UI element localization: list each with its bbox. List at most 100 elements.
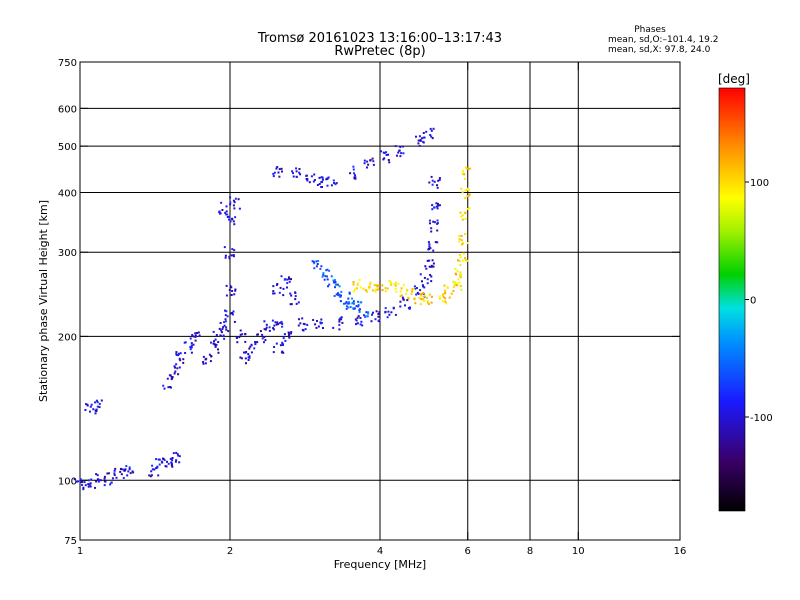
data-point [433,206,436,209]
data-point [169,386,172,388]
data-point [95,399,98,402]
data-point [453,283,456,286]
data-point [461,243,463,246]
data-point [407,297,410,300]
data-point [466,242,469,245]
data-point [464,197,467,200]
data-point [99,479,102,482]
data-point [366,166,368,169]
data-point [369,283,371,286]
data-point [364,289,367,292]
data-point [233,223,236,226]
data-point [189,346,192,349]
data-point [402,152,405,155]
data-point [247,359,250,361]
data-point [415,293,418,296]
data-point [384,311,387,314]
data-point [355,319,358,322]
x-tick-label: 16 [674,546,687,557]
data-point [232,310,235,313]
data-point [97,480,100,483]
data-point [176,453,179,456]
data-point [437,179,440,182]
phases-heading: Phases [634,25,666,35]
data-point [436,186,439,189]
data-point [289,332,292,335]
data-point [224,211,227,214]
data-point [283,278,286,281]
data-point [224,256,227,259]
data-point [259,330,262,333]
data-point [399,300,402,303]
data-point [326,268,329,271]
data-point [194,339,197,342]
data-point [413,298,416,301]
data-point [228,289,231,291]
data-point [464,233,467,235]
data-point [198,334,201,337]
data-point [263,341,265,344]
data-point [434,241,437,244]
data-point [428,293,431,296]
data-point [223,321,226,324]
data-point [167,386,170,389]
data-point [202,361,205,363]
data-point [166,377,169,380]
data-point [316,263,319,265]
data-point [275,323,278,326]
data-point [322,273,325,276]
data-point [250,351,253,354]
data-point [264,339,267,342]
data-point [95,473,98,476]
series-points [352,166,472,306]
data-point [236,341,239,344]
data-point [430,265,433,268]
data-point [356,287,358,290]
data-point [404,304,406,307]
data-point [229,285,232,288]
data-point [192,335,195,338]
data-points [73,127,472,491]
data-point [431,259,434,262]
data-point [243,351,245,354]
data-point [155,458,158,461]
data-point [429,247,432,250]
data-point [297,324,300,327]
data-point [289,292,292,295]
data-point [387,310,390,313]
data-point [294,298,297,301]
data-point [356,283,359,286]
data-point [378,319,381,322]
data-point [219,212,221,215]
x-tick-label: 10 [572,546,585,557]
data-point [128,466,131,469]
data-point [317,325,320,328]
data-point [202,362,205,365]
data-point [280,167,283,170]
data-point [178,352,180,355]
data-point [215,343,218,346]
data-point [175,451,178,454]
data-point [305,178,308,180]
data-point [96,478,99,481]
data-point [413,288,416,291]
data-point [366,315,369,318]
data-point [415,135,417,138]
data-point [428,259,431,262]
data-point [462,252,465,255]
data-point [426,296,428,299]
data-point [87,485,90,488]
data-point [334,283,337,286]
data-point [231,217,234,220]
data-point [87,479,90,482]
data-point [427,303,430,305]
data-point [353,307,356,310]
data-point [384,307,387,310]
data-point [382,158,385,161]
data-point [288,277,290,280]
y-tick-label: 300 [58,248,77,259]
data-point [75,480,78,483]
data-point [381,284,384,287]
data-point [383,157,386,160]
data-point [194,335,197,338]
